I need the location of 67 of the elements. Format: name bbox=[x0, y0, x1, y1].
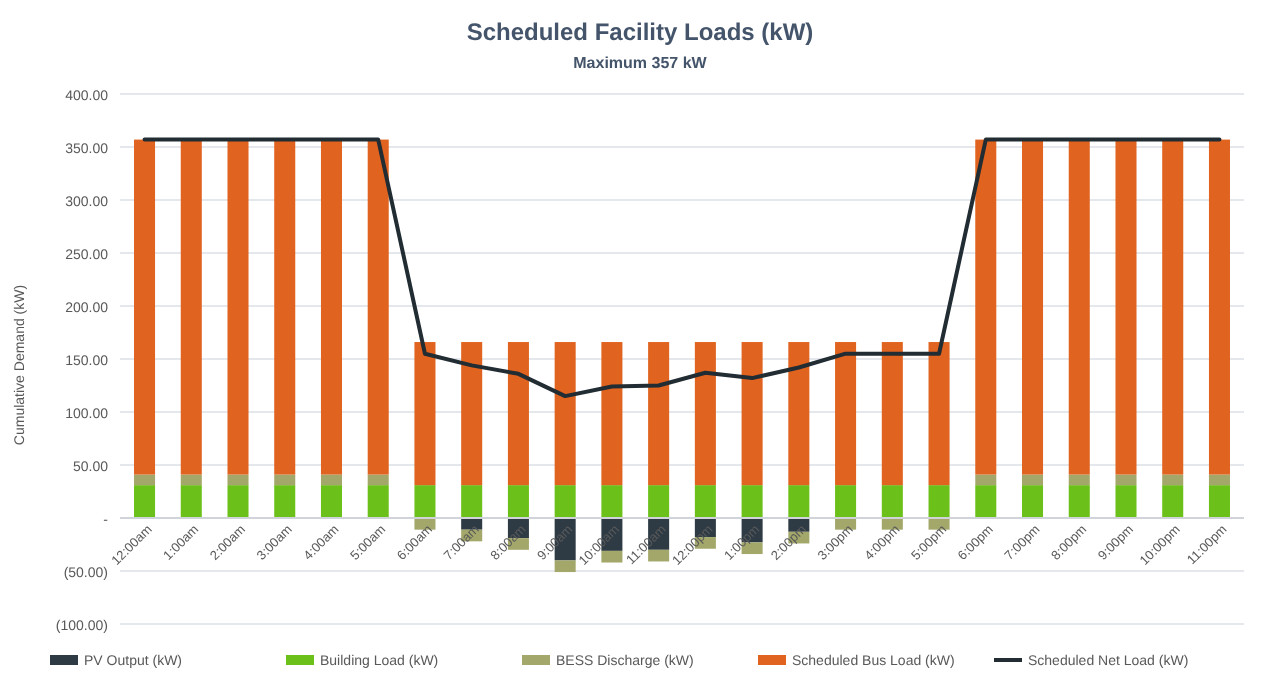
bar bbox=[1068, 474, 1090, 486]
bar bbox=[881, 485, 903, 518]
chart-subtitle: Maximum 357 kW bbox=[573, 54, 708, 72]
bar bbox=[648, 342, 670, 486]
bar bbox=[1022, 485, 1044, 518]
bar bbox=[975, 485, 997, 518]
bar bbox=[367, 485, 389, 518]
bar bbox=[134, 139, 156, 475]
bar bbox=[835, 485, 857, 518]
bar bbox=[601, 485, 623, 518]
bar bbox=[741, 542, 763, 555]
bar bbox=[414, 342, 436, 486]
chart-title: Scheduled Facility Loads (kW) bbox=[466, 18, 814, 46]
bar bbox=[648, 549, 670, 562]
bar bbox=[835, 342, 857, 486]
bar bbox=[741, 485, 763, 518]
bar bbox=[367, 474, 389, 486]
bar bbox=[1162, 485, 1184, 518]
bar bbox=[507, 342, 529, 486]
bar bbox=[975, 139, 997, 475]
bar bbox=[1115, 485, 1137, 518]
line-series bbox=[142, 137, 1222, 399]
bar bbox=[554, 342, 576, 486]
bar bbox=[554, 560, 576, 573]
bar bbox=[180, 139, 202, 475]
bar bbox=[1068, 485, 1090, 518]
bar bbox=[741, 342, 763, 486]
bar bbox=[788, 485, 810, 518]
bar bbox=[694, 485, 716, 518]
bar bbox=[601, 550, 623, 563]
bar bbox=[1162, 139, 1184, 475]
bar bbox=[461, 485, 483, 518]
bar bbox=[1068, 139, 1090, 475]
bar bbox=[461, 342, 483, 486]
bar bbox=[648, 485, 670, 518]
bar bbox=[788, 342, 810, 486]
bar bbox=[1208, 485, 1230, 518]
bar bbox=[227, 139, 249, 475]
bar bbox=[1208, 474, 1230, 486]
bar bbox=[694, 342, 716, 486]
bar bbox=[274, 139, 296, 475]
bar bbox=[928, 342, 950, 486]
bar bbox=[320, 474, 342, 486]
bar bbox=[928, 485, 950, 518]
bar bbox=[227, 474, 249, 486]
bar bbox=[227, 485, 249, 518]
bar bbox=[1115, 474, 1137, 486]
bar bbox=[554, 485, 576, 518]
bar bbox=[1022, 139, 1044, 475]
bar bbox=[320, 139, 342, 475]
bar bbox=[1162, 474, 1184, 486]
bar bbox=[414, 485, 436, 518]
bar bbox=[975, 474, 997, 486]
bar bbox=[134, 474, 156, 486]
bar bbox=[180, 485, 202, 518]
bar bbox=[1208, 139, 1230, 475]
bar bbox=[367, 139, 389, 475]
bar bbox=[1115, 139, 1137, 475]
bar bbox=[134, 485, 156, 518]
bar bbox=[274, 485, 296, 518]
bar bbox=[180, 474, 202, 486]
bar bbox=[507, 485, 529, 518]
bar bbox=[601, 342, 623, 486]
bar bbox=[1022, 474, 1044, 486]
bar bbox=[320, 485, 342, 518]
bar bbox=[274, 474, 296, 486]
bar bbox=[881, 342, 903, 486]
